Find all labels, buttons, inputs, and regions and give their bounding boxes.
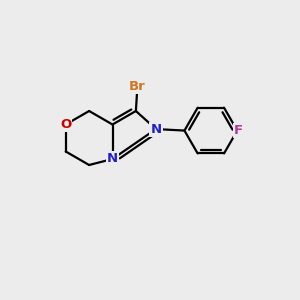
Text: N: N [150, 123, 161, 136]
Text: N: N [107, 152, 118, 166]
Text: Br: Br [129, 80, 146, 93]
Text: O: O [60, 118, 71, 131]
Text: F: F [234, 124, 243, 137]
